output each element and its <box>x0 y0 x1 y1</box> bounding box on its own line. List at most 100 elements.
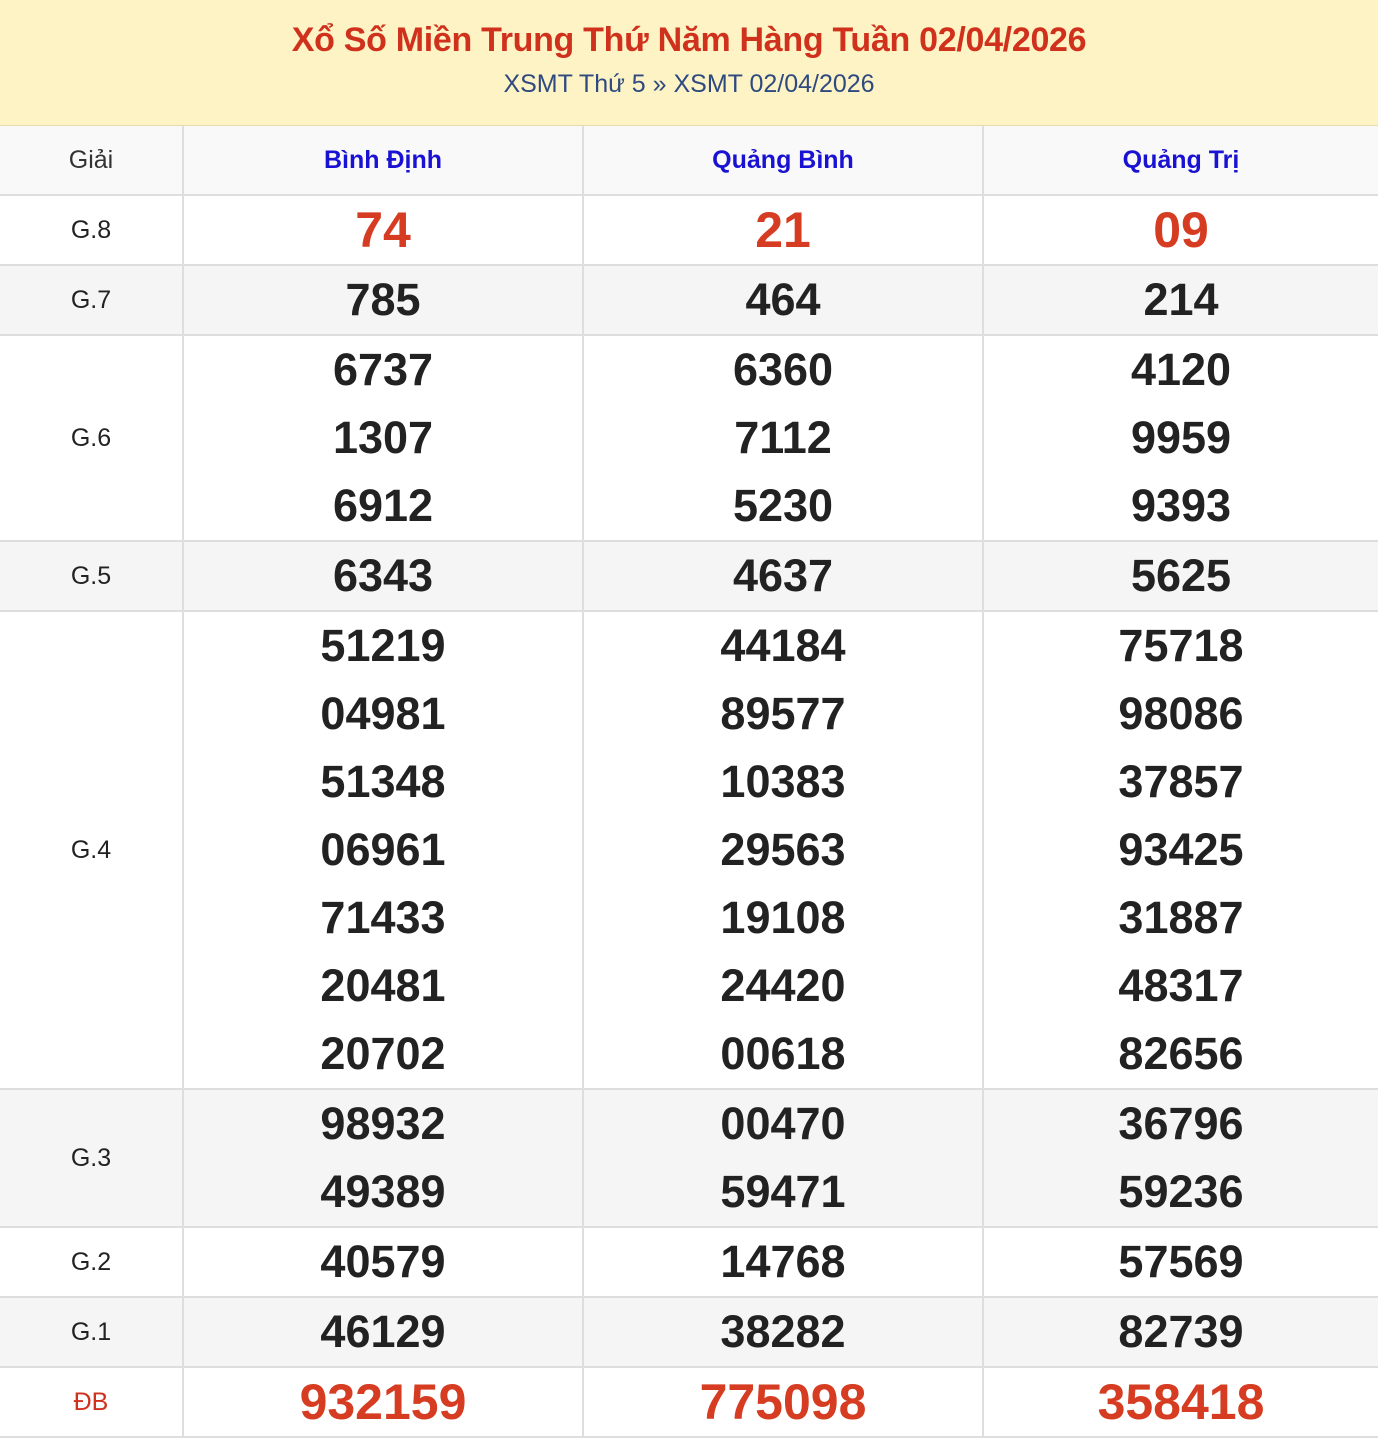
page-title: Xổ Số Miền Trung Thứ Năm Hàng Tuần 02/04… <box>291 21 1087 59</box>
result-number: 51348 <box>320 756 446 807</box>
result-cell: 21 <box>582 194 984 266</box>
result-number: 98932 <box>320 1098 446 1149</box>
result-number: 93425 <box>1118 824 1244 875</box>
result-number: 44184 <box>720 620 846 671</box>
result-cell: 09 <box>982 194 1378 266</box>
result-number: 21 <box>755 202 811 258</box>
result-number: 75718 <box>1118 620 1244 671</box>
result-cell: 5625 <box>982 540 1378 612</box>
result-cell: 98932 49389 <box>182 1088 584 1228</box>
result-number: 20702 <box>320 1028 446 1079</box>
result-number: 89577 <box>720 688 846 739</box>
result-number: 49389 <box>320 1166 446 1217</box>
result-cell: 51219 04981 51348 06961 71433 20481 20702 <box>182 610 584 1090</box>
result-number: 31887 <box>1118 892 1244 943</box>
table-header-row: Giải Bình Định Quảng Bình Quảng Trị <box>0 126 1378 196</box>
result-number: 06961 <box>320 824 446 875</box>
result-cell: 40579 <box>182 1226 584 1298</box>
result-number: 6343 <box>332 550 434 601</box>
result-number: 6737 <box>332 344 434 395</box>
table-row: G.6 6737 1307 6912 6360 7112 5230 4120 9959 9393 <box>0 334 1378 542</box>
result-number: 10383 <box>720 756 846 807</box>
result-number: 09 <box>1153 202 1209 258</box>
table-row: G.7 785 464 214 <box>0 264 1378 336</box>
result-number: 48317 <box>1118 960 1244 1011</box>
prize-label: G.7 <box>0 264 184 336</box>
result-cell: 57569 <box>982 1226 1378 1298</box>
prize-label: G.4 <box>0 610 184 1090</box>
result-number: 40579 <box>320 1236 446 1287</box>
prize-label: G.3 <box>0 1088 184 1228</box>
result-number: 36796 <box>1118 1098 1244 1149</box>
breadcrumb-link-date[interactable]: XSMT 02/04/2026 <box>673 70 875 98</box>
prize-label: G.6 <box>0 334 184 542</box>
result-number: 6360 <box>732 344 834 395</box>
prize-label: G.5 <box>0 540 184 612</box>
result-number: 7112 <box>734 412 832 463</box>
result-cell: 785 <box>182 264 584 336</box>
result-number: 04981 <box>320 688 446 739</box>
result-cell: 775098 <box>582 1366 984 1438</box>
result-cell: 464 <box>582 264 984 336</box>
prize-label: ĐB <box>0 1366 184 1438</box>
result-number: 6912 <box>332 480 434 531</box>
result-number: 00470 <box>720 1098 846 1149</box>
result-cell: 00470 59471 <box>582 1088 984 1228</box>
result-number: 19108 <box>720 892 846 943</box>
column-header-quang-tri[interactable]: Quảng Trị <box>982 126 1378 196</box>
result-number: 74 <box>355 202 411 258</box>
result-number: 29563 <box>720 824 846 875</box>
result-number: 1307 <box>332 412 434 463</box>
result-number: 37857 <box>1118 756 1244 807</box>
result-number: 14768 <box>720 1236 846 1287</box>
result-number: 38282 <box>720 1306 846 1357</box>
breadcrumb-link-thu5[interactable]: XSMT Thứ 5 <box>503 70 646 98</box>
result-number: 00618 <box>720 1028 846 1079</box>
result-cell: 4120 9959 9393 <box>982 334 1378 542</box>
prize-label: G.2 <box>0 1226 184 1298</box>
result-cell: 38282 <box>582 1296 984 1368</box>
result-number: 214 <box>1143 274 1219 325</box>
result-number: 358418 <box>1097 1374 1265 1430</box>
result-cell: 14768 <box>582 1226 984 1298</box>
table-row: G.4 51219 04981 51348 06961 71433 20481 20702 44… <box>0 610 1378 1090</box>
result-number: 20481 <box>320 960 446 1011</box>
result-cell: 4637 <box>582 540 984 612</box>
result-cell: 44184 89577 10383 29563 19108 24420 00618 <box>582 610 984 1090</box>
result-number: 98086 <box>1118 688 1244 739</box>
result-number: 24420 <box>720 960 846 1011</box>
result-cell: 82739 <box>982 1296 1378 1368</box>
results-table: Giải Bình Định Quảng Bình Quảng Trị G.8 7… <box>0 126 1378 1438</box>
column-header-quang-binh[interactable]: Quảng Bình <box>582 126 984 196</box>
result-cell: 6737 1307 6912 <box>182 334 584 542</box>
result-number: 59236 <box>1118 1166 1244 1217</box>
result-number: 932159 <box>299 1374 467 1430</box>
result-number: 464 <box>745 274 821 325</box>
result-number: 785 <box>345 274 421 325</box>
result-cell: 74 <box>182 194 584 266</box>
result-number: 9393 <box>1130 480 1232 531</box>
page-header: Xổ Số Miền Trung Thứ Năm Hàng Tuần 02/04… <box>0 0 1378 126</box>
result-number: 4637 <box>732 550 834 601</box>
table-row: G.3 98932 49389 00470 59471 36796 59236 <box>0 1088 1378 1228</box>
result-number: 5625 <box>1130 550 1232 601</box>
result-number: 9959 <box>1130 412 1232 463</box>
result-number: 775098 <box>699 1374 867 1430</box>
result-number: 59471 <box>720 1166 846 1217</box>
result-number: 51219 <box>320 620 446 671</box>
result-cell: 46129 <box>182 1296 584 1368</box>
result-cell: 36796 59236 <box>982 1088 1378 1228</box>
column-header-binh-dinh[interactable]: Bình Định <box>182 126 584 196</box>
breadcrumb: XSMT Thứ 5 » XSMT 02/04/2026 <box>0 70 1378 99</box>
result-cell: 932159 <box>182 1366 584 1438</box>
result-number: 4120 <box>1130 344 1232 395</box>
result-cell: 6343 <box>182 540 584 612</box>
prize-label: G.1 <box>0 1296 184 1368</box>
result-number: 82656 <box>1118 1028 1244 1079</box>
result-cell: 214 <box>982 264 1378 336</box>
result-number: 82739 <box>1118 1306 1244 1357</box>
table-row: G.2 40579 14768 57569 <box>0 1226 1378 1298</box>
result-cell: 75718 98086 37857 93425 31887 48317 82656 <box>982 610 1378 1090</box>
table-row: G.8 74 21 09 <box>0 194 1378 266</box>
table-row: G.1 46129 38282 82739 <box>0 1296 1378 1368</box>
